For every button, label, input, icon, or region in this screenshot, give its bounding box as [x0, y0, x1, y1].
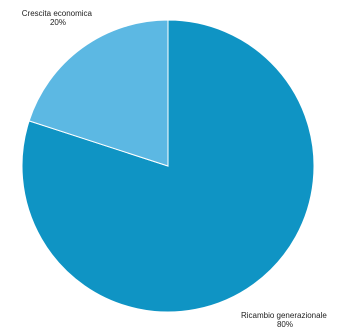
slice-label-value: 20%: [50, 18, 66, 27]
slice-label-name: Ricambio generazionale: [241, 311, 327, 320]
slice-label-name: Crescita economica: [22, 9, 93, 18]
pie-slice-crescita-economica: [28, 19, 169, 167]
slice-label-crescita-economica: Crescita economica 20%: [22, 9, 94, 27]
slice-label-ricambio-generazionale: Ricambio generazionale 80%: [241, 311, 329, 329]
slice-label-value: 80%: [277, 320, 293, 329]
pie-slices: [21, 19, 315, 313]
